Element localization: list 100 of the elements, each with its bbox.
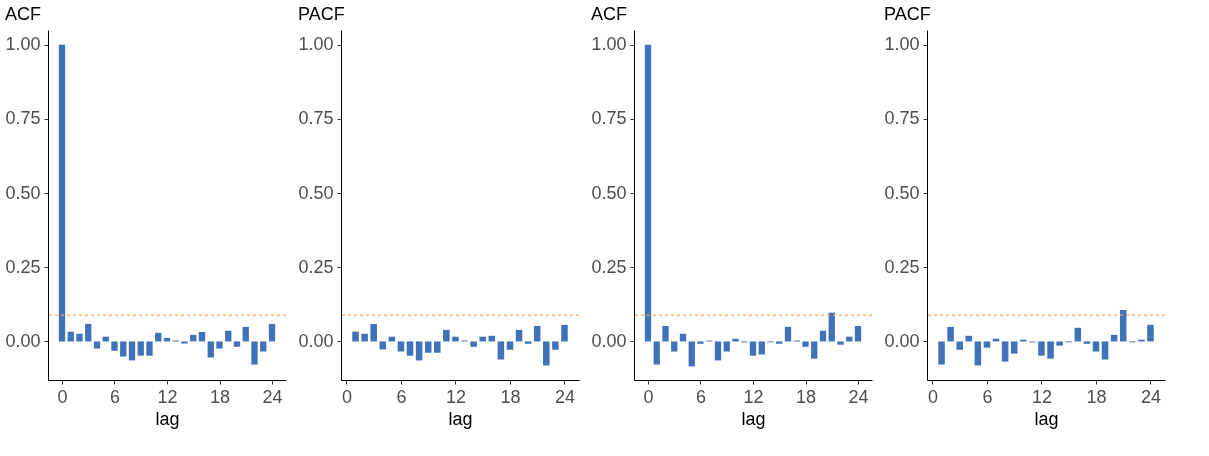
x-axis-title: lag — [155, 408, 180, 429]
bar — [811, 341, 818, 359]
x-axis-title: lag — [1034, 408, 1059, 429]
y-tick-label: 0.50 — [5, 182, 41, 203]
bar — [370, 323, 377, 342]
bar — [406, 341, 414, 356]
bar — [854, 326, 862, 342]
x-tick-label: 24 — [848, 386, 869, 407]
bar — [776, 341, 783, 344]
y-tick-label: 0.75 — [5, 108, 41, 129]
y-tick-label: 0.00 — [884, 330, 920, 351]
bar — [552, 341, 559, 350]
bar — [524, 341, 532, 344]
y-tick-label: 0.25 — [298, 256, 334, 277]
x-tick-label: 12 — [445, 386, 466, 407]
bar — [233, 341, 241, 347]
x-tick-label: 24 — [554, 386, 575, 407]
bar — [85, 323, 92, 342]
x-tick-label: 6 — [109, 386, 121, 407]
bar — [93, 341, 101, 349]
bar — [58, 44, 66, 342]
chart-title: PACF — [883, 4, 931, 24]
bar — [397, 341, 405, 352]
bar — [76, 333, 83, 342]
bar — [1001, 341, 1009, 362]
bar — [784, 326, 792, 342]
bar — [361, 333, 368, 342]
y-tick-label: 0.50 — [884, 182, 920, 203]
bar — [671, 341, 678, 352]
x-axis-title: lag — [741, 408, 766, 429]
bar — [947, 326, 954, 342]
x-tick-label: 0 — [341, 386, 352, 407]
bar — [653, 341, 660, 365]
y-tick-label: 0.25 — [884, 256, 920, 277]
y-tick-label: 0.00 — [5, 330, 41, 351]
x-tick-label: 24 — [1140, 386, 1161, 407]
bar — [268, 323, 276, 342]
bar — [543, 341, 550, 366]
x-tick-label: 6 — [982, 386, 993, 407]
bar — [1083, 341, 1091, 344]
x-tick-label: 12 — [743, 386, 764, 407]
bar — [749, 341, 757, 356]
y-tick-label: 0.25 — [591, 256, 627, 277]
bar — [443, 329, 450, 342]
x-tick-label: 18 — [500, 386, 521, 407]
bar — [956, 341, 963, 350]
chart-title: ACF — [4, 4, 41, 24]
bar — [697, 341, 704, 344]
x-tick-label: 18 — [209, 386, 231, 407]
bar — [111, 341, 118, 351]
x-tick-label: 0 — [643, 386, 654, 407]
bar — [1147, 324, 1154, 342]
bar — [688, 341, 695, 367]
bar — [662, 326, 669, 342]
bar — [181, 341, 188, 344]
bar — [1092, 341, 1100, 352]
bar — [434, 341, 441, 353]
bar — [497, 341, 505, 360]
bar — [837, 341, 844, 345]
bar — [1047, 341, 1054, 359]
bar — [120, 341, 127, 357]
y-tick-label: 1.00 — [5, 34, 41, 55]
bar — [352, 331, 359, 342]
x-tick-label: 12 — [1031, 386, 1052, 407]
bar — [723, 341, 730, 352]
y-tick-label: 0.75 — [884, 108, 920, 129]
y-tick-label: 0.00 — [591, 330, 627, 351]
bar — [479, 336, 486, 342]
bar — [470, 341, 477, 347]
bar — [128, 341, 136, 361]
bar — [424, 341, 432, 353]
bar — [974, 341, 982, 366]
bar — [828, 312, 835, 342]
y-tick-label: 0.50 — [298, 182, 334, 203]
bar — [216, 341, 223, 349]
bar — [379, 341, 387, 350]
y-tick-label: 0.75 — [591, 108, 627, 129]
bar — [819, 330, 827, 342]
x-tick-label: 12 — [157, 386, 178, 407]
y-tick-label: 0.25 — [5, 256, 41, 277]
bar — [1010, 341, 1018, 354]
bar — [452, 336, 459, 342]
bar — [802, 341, 809, 347]
bar — [242, 326, 249, 342]
y-tick-label: 1.00 — [591, 34, 627, 55]
x-tick-label: 0 — [927, 386, 938, 407]
x-tick-label: 0 — [57, 386, 68, 407]
y-tick-label: 1.00 — [884, 34, 920, 55]
bar — [1101, 341, 1109, 360]
x-tick-label: 18 — [1086, 386, 1107, 407]
bar — [714, 341, 722, 361]
bar — [260, 341, 267, 352]
bar — [758, 341, 765, 355]
bar — [146, 341, 153, 356]
y-tick-label: 1.00 — [298, 34, 334, 55]
bar — [983, 341, 991, 348]
x-tick-label: 24 — [262, 386, 283, 407]
bar — [198, 331, 206, 342]
bar — [644, 44, 652, 342]
y-tick-label: 0.50 — [591, 182, 627, 203]
